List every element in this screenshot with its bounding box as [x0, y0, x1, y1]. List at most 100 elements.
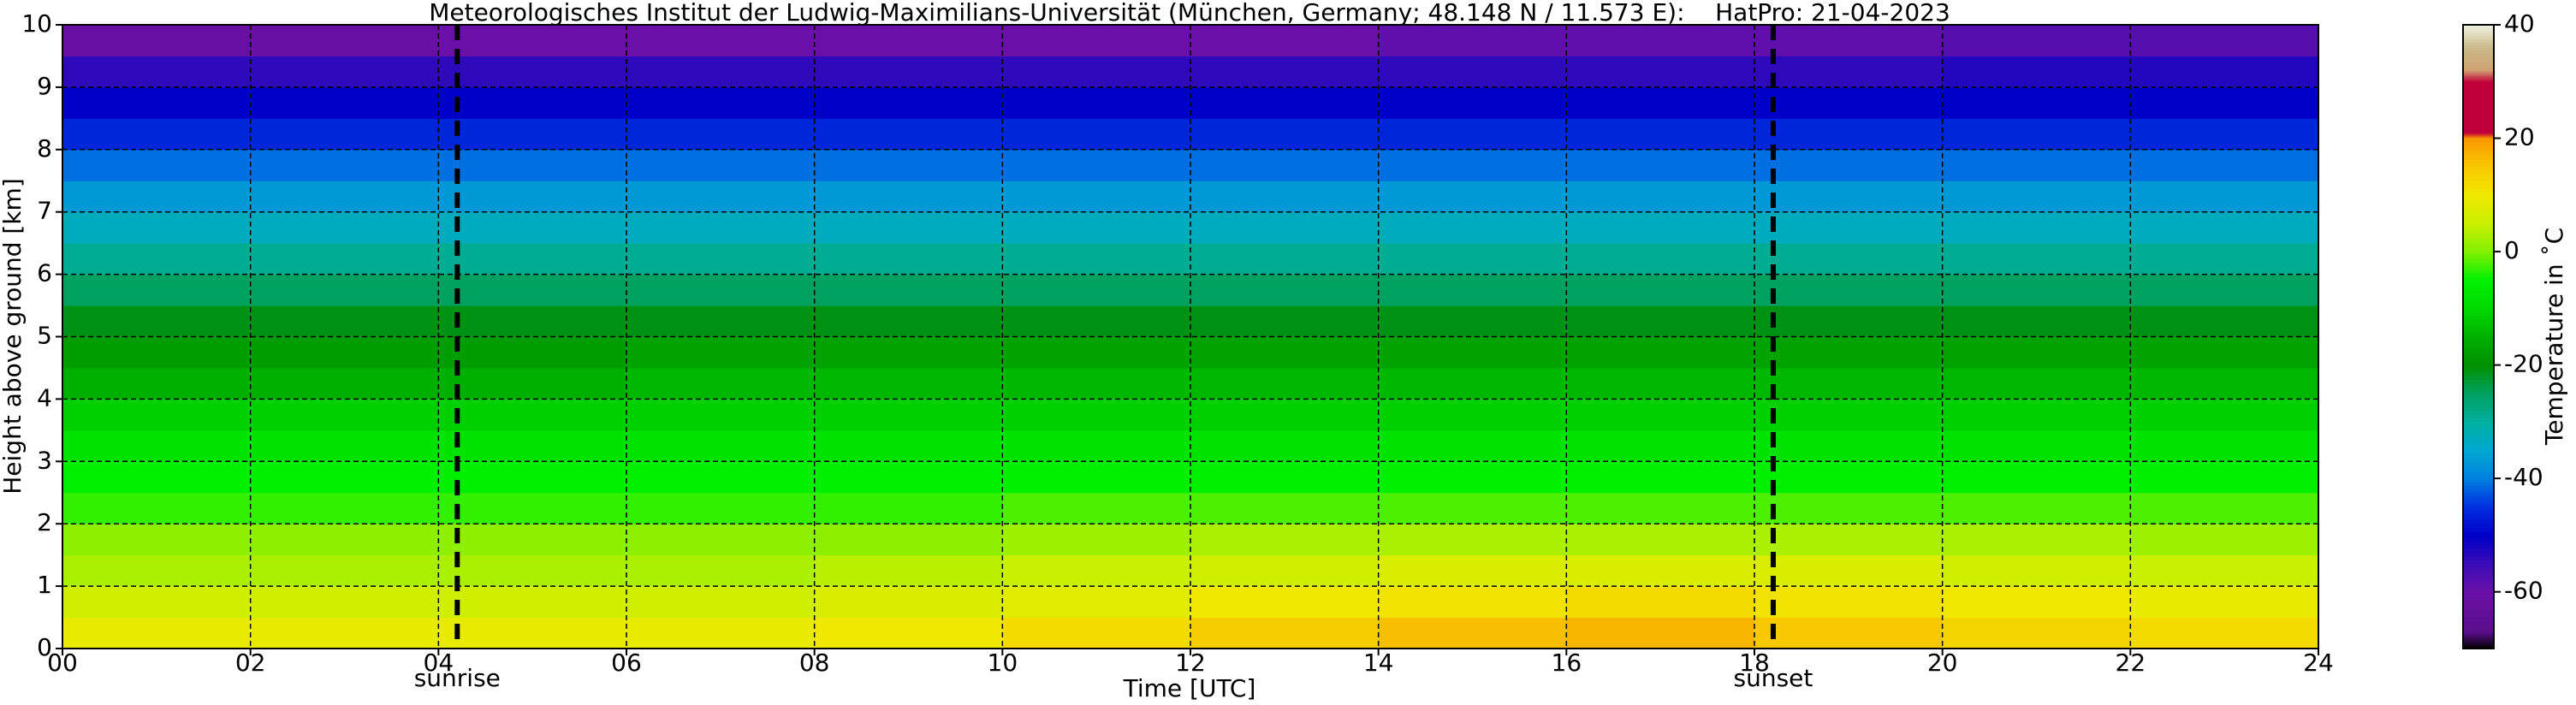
heatmap-cell: [1566, 336, 1755, 369]
heatmap-cell: [1190, 492, 1380, 524]
colorbar-segment: [2463, 418, 2494, 423]
heatmap-cell: [250, 586, 439, 619]
heatmap-cell: [62, 181, 252, 213]
colorbar-segment: [2463, 322, 2494, 327]
colorbar-segment: [2463, 297, 2494, 302]
colorbar-segment: [2463, 272, 2494, 277]
heatmap-cell: [438, 492, 627, 524]
colorbar-segment: [2463, 570, 2494, 575]
y-tick-label: 7: [37, 197, 52, 225]
heatmap-cell: [1002, 25, 1191, 56]
colorbar-segment: [2463, 198, 2494, 203]
heatmap-cell: [626, 274, 816, 306]
heatmap-cell: [438, 56, 627, 88]
colorbar-segment: [2463, 637, 2494, 641]
heatmap-cell: [1942, 305, 2131, 337]
heatmap-cell: [626, 305, 816, 337]
colorbar-segment: [2463, 475, 2494, 479]
x-tick-label: 22: [2116, 649, 2146, 677]
heatmap-cell: [1942, 211, 2131, 244]
colorbar-segment: [2463, 453, 2494, 458]
heatmap-cell: [1566, 461, 1755, 494]
colorbar-segment: [2463, 290, 2494, 295]
heatmap-cell: [250, 554, 439, 587]
heatmap-cell: [1002, 461, 1191, 494]
heatmap-cell: [626, 336, 816, 369]
heatmap-cell: [1002, 181, 1191, 213]
colorbar-segment: [2463, 633, 2494, 637]
colorbar-segment: [2463, 234, 2494, 239]
colorbar-segment: [2463, 450, 2494, 454]
heatmap-cell: [814, 86, 1003, 119]
colorbar-segment: [2463, 361, 2494, 366]
colorbar-segment: [2463, 389, 2494, 394]
colorbar-segment: [2463, 560, 2494, 565]
heatmap-cell: [62, 399, 252, 431]
colorbar-segment: [2463, 457, 2494, 461]
colorbar-tick-label: -20: [2504, 350, 2543, 378]
colorbar-segment: [2463, 73, 2494, 75]
heatmap-cell: [814, 586, 1003, 619]
heatmap-cell: [1378, 461, 1567, 494]
x-tick-label: 12: [1175, 649, 1206, 677]
colorbar-segment: [2463, 414, 2494, 419]
colorbar-segment: [2463, 513, 2494, 518]
heatmap-cell: [438, 524, 627, 556]
heatmap-cell: [814, 430, 1003, 462]
heatmap-cell: [1002, 243, 1191, 275]
colorbar-segment: [2463, 137, 2494, 139]
heatmap-cell: [250, 56, 439, 88]
heatmap-cell: [1942, 56, 2131, 88]
colorbar-segment: [2463, 75, 2494, 78]
heatmap-cell: [1002, 86, 1191, 119]
colorbar-segment: [2463, 467, 2494, 472]
heatmap-cell: [1190, 274, 1380, 306]
colorbar-segment: [2463, 425, 2494, 430]
colorbar-segment: [2463, 411, 2494, 416]
heatmap-cell: [1942, 367, 2131, 400]
heatmap-cell: [1566, 305, 1755, 337]
colorbar-segment: [2463, 588, 2494, 593]
y-tick-label: 10: [21, 9, 52, 38]
heatmap-cell: [1942, 243, 2131, 275]
heatmap-cell: [62, 211, 252, 244]
colorbar-segment: [2463, 145, 2494, 150]
heatmap-cell: [1190, 86, 1380, 119]
heatmap-cell: [626, 149, 816, 181]
heatmap-cell: [626, 554, 816, 587]
heatmap-cell: [1378, 86, 1567, 119]
colorbar-segment: [2463, 134, 2494, 136]
heatmap-cell: [438, 367, 627, 400]
colorbar-segment: [2463, 358, 2494, 362]
heatmap-cell: [626, 430, 816, 462]
heatmap-cell: [1942, 181, 2131, 213]
colorbar-segment: [2463, 364, 2494, 370]
colorbar-segment: [2463, 287, 2494, 292]
heatmap-cell: [62, 430, 252, 462]
heatmap-cell: [438, 586, 627, 619]
colorbar-segment: [2463, 407, 2494, 412]
heatmap-cell: [814, 181, 1003, 213]
colorbar-segment: [2463, 640, 2494, 643]
heatmap-cell: [1942, 586, 2131, 619]
colorbar-segment: [2463, 333, 2494, 337]
heatmap-cell: [1566, 243, 1755, 275]
heatmap-cell: [626, 586, 816, 619]
colorbar-segment: [2463, 36, 2494, 40]
colorbar-segment: [2463, 209, 2494, 214]
colorbar-tick-label: 0: [2504, 236, 2520, 264]
heatmap-cell: [250, 367, 439, 400]
heatmap-cell: [626, 492, 816, 524]
colorbar-segment: [2463, 500, 2494, 504]
heatmap-cell: [438, 243, 627, 275]
colorbar-segment: [2463, 58, 2494, 62]
colorbar-segment: [2463, 611, 2494, 618]
heatmap-cell: [1378, 430, 1567, 462]
heatmap-cell: [438, 274, 627, 306]
colorbar-segment: [2463, 33, 2494, 37]
x-axis-label: Time [UTC]: [1123, 674, 1256, 702]
heatmap-cell: [1190, 56, 1380, 88]
heatmap-cell: [1566, 86, 1755, 119]
heatmap-cell: [1190, 181, 1380, 213]
heatmap-cell: [626, 118, 816, 151]
